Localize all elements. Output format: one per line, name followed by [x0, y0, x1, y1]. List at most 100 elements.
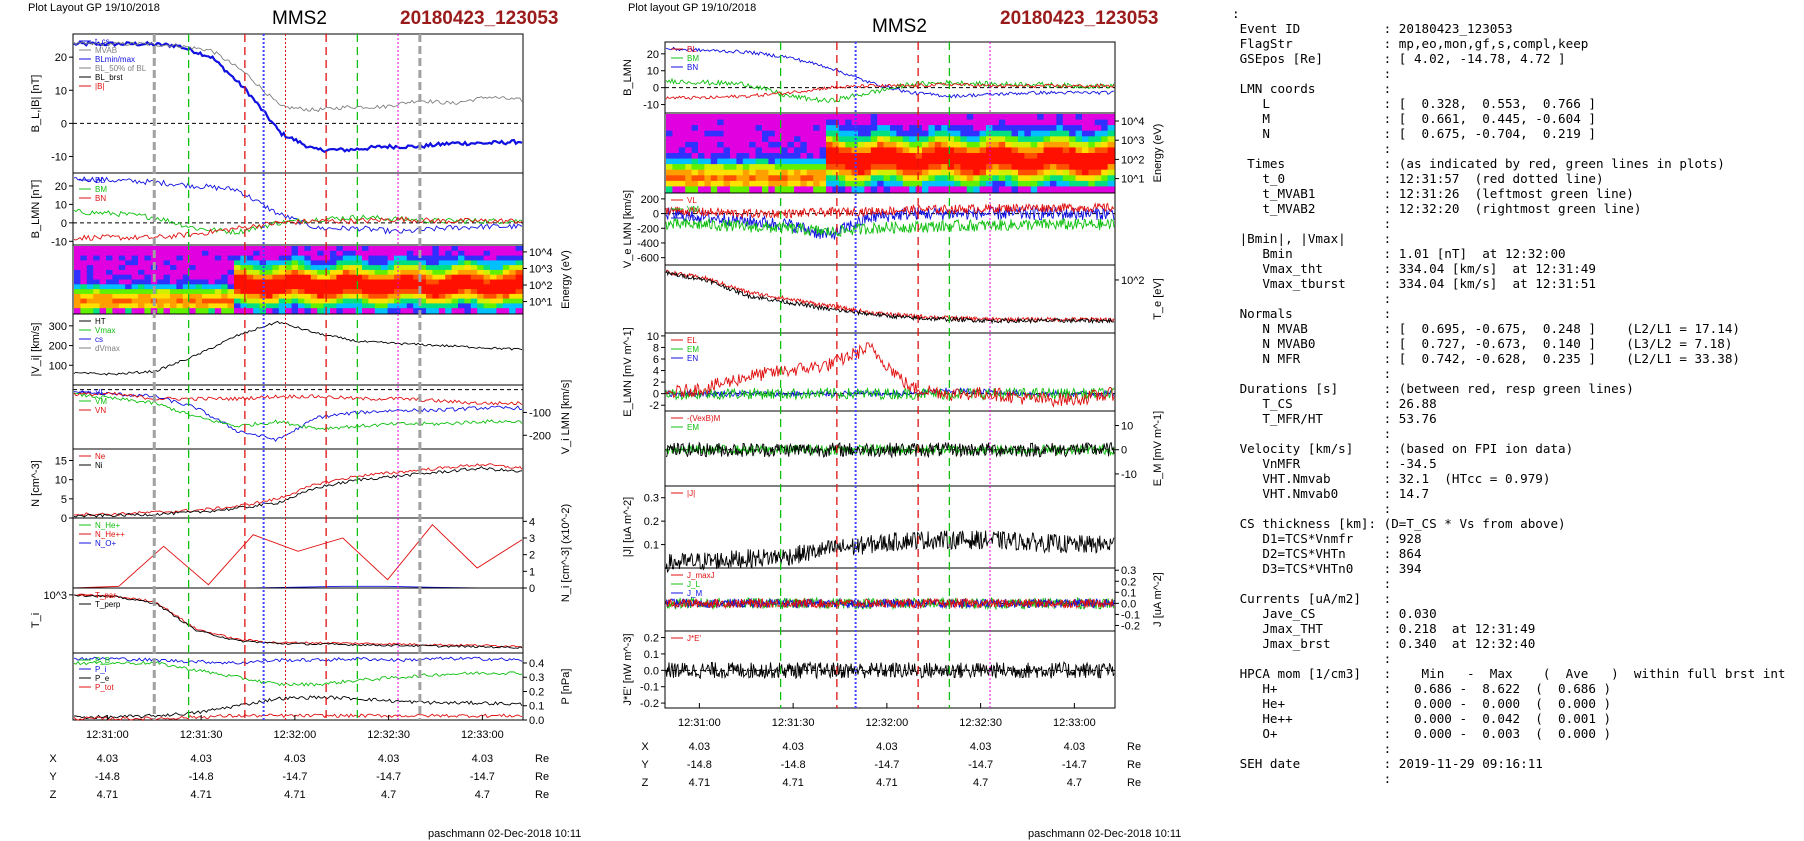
spectrogram-cell: [832, 169, 840, 176]
spectrogram-cell: [1011, 180, 1019, 188]
spectrogram-cell: [838, 186, 846, 193]
spectrogram-cell: [1082, 175, 1089, 182]
legend-entry: cs: [95, 335, 103, 344]
spectrogram-cell: [496, 303, 504, 309]
spectrogram-cell: [195, 265, 203, 271]
spectrogram-cell: [762, 125, 769, 132]
spectrogram-cell: [234, 265, 241, 271]
spectrogram-cell: [387, 274, 395, 281]
spectrogram-cell: [451, 284, 459, 290]
spectrogram-cell: [710, 119, 718, 126]
spectrogram-cell: [163, 298, 171, 304]
spectrogram-cell: [826, 130, 833, 137]
spectrogram-cell: [794, 164, 801, 171]
position-value: -14.7: [282, 771, 307, 783]
spectrogram-cell: [1018, 136, 1025, 143]
spectrogram-cell: [272, 289, 280, 295]
spectrogram-cell: [998, 114, 1006, 121]
spectrogram-cell: [157, 298, 165, 304]
spectrogram-cell: [979, 158, 987, 165]
spectrogram-cell: [717, 125, 725, 132]
spectrogram-cell: [685, 164, 693, 171]
spectrogram-cell: [317, 303, 325, 309]
tick-label: 10^4: [529, 247, 553, 259]
spectrogram-cell: [195, 274, 203, 281]
spectrogram-cell: [877, 141, 885, 149]
spectrogram-cell: [755, 180, 763, 188]
spectrogram-cell: [902, 169, 910, 176]
spectrogram-cell: [157, 246, 165, 252]
spectrogram-cell: [426, 274, 433, 281]
spectrogram-cell: [838, 175, 846, 182]
spectrogram-cell: [672, 164, 680, 171]
spectrogram-cell: [278, 303, 286, 309]
spectrogram-cell: [374, 274, 382, 281]
spectrogram-cell: [806, 147, 814, 154]
spectrogram-cell: [246, 265, 254, 271]
spectrogram-cell: [202, 308, 209, 314]
spectrogram-cell: [1062, 175, 1070, 182]
spectrogram-cell: [915, 158, 923, 165]
spectrogram-cell: [150, 255, 158, 261]
spectrogram-cell: [934, 158, 942, 165]
spectrogram-cell: [214, 298, 222, 304]
spectrogram-cell: [291, 279, 299, 285]
spectrogram-cell: [1030, 119, 1038, 126]
tick-label: 1: [529, 566, 535, 578]
spectrogram-cell: [298, 250, 305, 257]
spectrogram-cell: [285, 303, 293, 309]
spectrogram-cell: [883, 180, 891, 188]
spectrogram-cell: [883, 125, 891, 132]
spectrogram-cell: [806, 119, 814, 126]
spectrogram-cell: [1062, 125, 1070, 132]
spectrogram-cell: [730, 141, 737, 149]
spectrogram-cell: [304, 289, 312, 295]
spectrogram-cell: [998, 141, 1006, 149]
spectrogram-cell: [915, 180, 923, 188]
spectrogram-cell: [189, 250, 197, 257]
spectrogram-cell: [144, 250, 152, 257]
spectrogram-cell: [138, 293, 145, 300]
spectrogram-cell: [941, 175, 949, 182]
spectrogram-cell: [1043, 136, 1051, 143]
spectrogram-cell: [877, 125, 885, 132]
spectrogram-cell: [806, 114, 814, 121]
spectrogram-cell: [285, 289, 293, 295]
spectrogram-cell: [717, 141, 725, 149]
spectrogram-cell: [717, 169, 725, 176]
spectrogram-cell: [845, 180, 853, 188]
spectrogram-cell: [502, 289, 510, 295]
spectrogram-cell: [826, 180, 833, 188]
spectrogram-cell: [419, 274, 427, 281]
spectrogram-cell: [691, 125, 699, 132]
spectrogram-cell: [704, 119, 712, 126]
spectrogram-cell: [730, 114, 737, 121]
spectrogram-cell: [125, 274, 133, 281]
spectrogram-cell: [826, 175, 833, 182]
spectrogram-cell: [266, 284, 273, 290]
spectrogram-cell: [922, 114, 929, 121]
spectrogram-cell: [1088, 141, 1096, 149]
spectrogram-cell: [941, 119, 949, 126]
spectrogram-cell: [330, 269, 337, 276]
spectrogram-cell: [1056, 119, 1064, 126]
spectrogram-cell: [202, 269, 209, 276]
spectrogram-cell: [1037, 125, 1045, 132]
spectrogram-cell: [768, 169, 776, 176]
spectrogram-cell: [992, 164, 1000, 171]
spectrogram-cell: [80, 289, 88, 295]
spectrogram-cell: [710, 164, 718, 171]
spectrogram-cell: [986, 169, 993, 176]
spectrogram-cell: [464, 265, 472, 271]
spectrogram-cell: [125, 250, 133, 257]
spectrogram-cell: [406, 308, 414, 314]
spectrogram-cell: [362, 274, 369, 281]
spectrogram-cell: [762, 180, 769, 188]
spectrogram-cell: [125, 308, 133, 314]
spectrogram-cell: [787, 114, 795, 121]
spectrogram-cell: [966, 114, 974, 121]
spectrogram-cell: [400, 308, 408, 314]
spectrogram-cell: [336, 246, 344, 252]
spectrogram-cell: [163, 265, 171, 271]
spectrogram-cell: [851, 141, 859, 149]
